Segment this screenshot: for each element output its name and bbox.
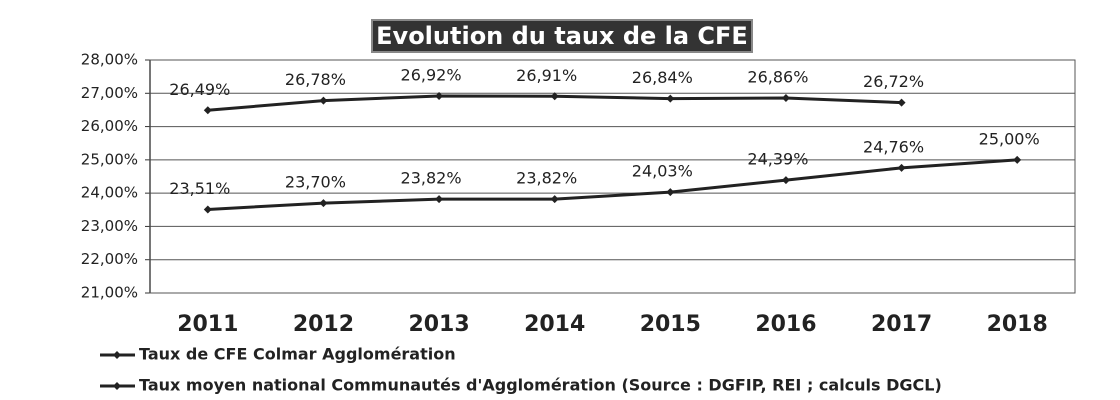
x-tick-label: 2018	[987, 312, 1048, 337]
x-tick-label: 2013	[408, 312, 469, 337]
point-marker	[435, 195, 444, 204]
point-marker	[897, 98, 906, 107]
y-tick-label: 23,00%	[81, 217, 138, 235]
point-marker	[203, 106, 212, 115]
point-marker	[897, 163, 906, 172]
data-label: 26,91%	[516, 66, 577, 85]
x-tick-label: 2011	[177, 312, 238, 337]
data-label: 26,78%	[285, 70, 346, 89]
legend-marker	[113, 382, 121, 390]
y-tick-label: 28,00%	[81, 51, 138, 69]
point-marker	[203, 205, 212, 214]
x-tick-label: 2012	[293, 312, 354, 337]
x-tick-label: 2016	[755, 312, 816, 337]
chart-title: Evolution du taux de la CFE	[376, 22, 748, 50]
point-marker	[550, 92, 559, 101]
point-marker	[666, 188, 675, 197]
point-marker	[781, 93, 790, 102]
data-label: 26,49%	[169, 80, 230, 99]
x-tick-label: 2014	[524, 312, 585, 337]
x-tick-label: 2017	[871, 312, 932, 337]
legend-label: Taux moyen national Communautés d'Agglom…	[139, 376, 942, 395]
data-label: 26,86%	[747, 67, 808, 86]
data-label: 23,82%	[516, 169, 577, 188]
x-tick-label: 2015	[640, 312, 701, 337]
point-marker	[781, 176, 790, 185]
data-label: 26,92%	[401, 65, 462, 84]
data-label: 23,70%	[285, 173, 346, 192]
data-label: 26,72%	[863, 72, 924, 91]
point-marker	[666, 94, 675, 103]
data-label: 24,76%	[863, 137, 924, 156]
y-tick-label: 26,00%	[81, 117, 138, 135]
y-tick-label: 25,00%	[81, 150, 138, 168]
y-tick-label: 21,00%	[81, 284, 138, 302]
data-label: 24,39%	[747, 150, 808, 169]
legend-marker	[113, 351, 121, 359]
y-tick-label: 22,00%	[81, 250, 138, 268]
data-label: 24,03%	[632, 162, 693, 181]
data-label: 23,82%	[401, 169, 462, 188]
plot-border	[149, 59, 1076, 294]
point-marker	[319, 96, 328, 105]
title-box	[371, 19, 753, 53]
y-tick-label: 27,00%	[81, 84, 138, 102]
point-marker	[319, 199, 328, 208]
legend-label: Taux de CFE Colmar Agglomération	[139, 345, 456, 364]
point-marker	[435, 91, 444, 100]
series-line	[207, 158, 1018, 211]
data-label: 23,51%	[169, 179, 230, 198]
y-tick-label: 24,00%	[81, 184, 138, 202]
point-marker	[550, 195, 559, 204]
data-label: 25,00%	[979, 129, 1040, 148]
point-marker	[1013, 155, 1022, 164]
data-label: 26,84%	[632, 68, 693, 87]
